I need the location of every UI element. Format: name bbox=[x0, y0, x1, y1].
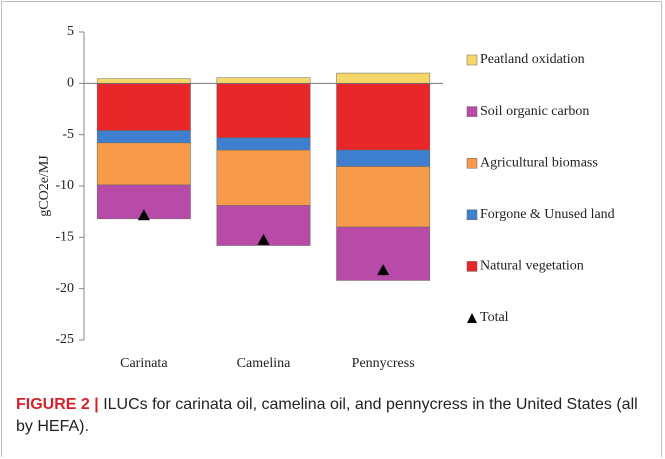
bar-segment bbox=[336, 72, 431, 84]
bar-segment bbox=[96, 78, 191, 84]
bar-segment bbox=[336, 149, 431, 167]
bar-segment bbox=[336, 166, 431, 228]
caption-separator: | bbox=[94, 396, 99, 413]
y-axis-label: gCO2e/MJ bbox=[37, 155, 52, 217]
bar-segment bbox=[216, 77, 311, 84]
total-marker bbox=[137, 209, 150, 221]
legend-swatch bbox=[466, 261, 478, 272]
legend-label: Natural vegetation bbox=[480, 259, 584, 274]
x-tick-label: Pennycress bbox=[352, 356, 415, 371]
x-tick-label: Carinata bbox=[120, 356, 168, 371]
legend-label: Soil organic carbon bbox=[480, 104, 589, 119]
legend-swatch bbox=[466, 54, 478, 66]
bar-segment bbox=[216, 149, 311, 206]
legend-label: Total bbox=[480, 310, 509, 325]
y-tick-label: -5 bbox=[62, 127, 74, 142]
legend-swatch bbox=[466, 209, 478, 221]
bar-segment bbox=[216, 83, 311, 138]
caption: FIGURE 2 | ILUCs for carinata oil, camel… bbox=[16, 394, 646, 438]
y-tick-label: -20 bbox=[55, 281, 74, 296]
y-tick-label: -25 bbox=[55, 332, 74, 347]
legend-label: Peatland oxidation bbox=[480, 52, 585, 67]
legend-marker bbox=[467, 313, 477, 323]
legend-swatch bbox=[466, 106, 478, 117]
y-tick-label: -15 bbox=[55, 230, 74, 245]
total-marker bbox=[257, 233, 270, 245]
legend-label: Agricultural biomass bbox=[480, 155, 598, 170]
bar-segment bbox=[96, 130, 191, 144]
bar-segment bbox=[96, 142, 191, 186]
bar-segment bbox=[336, 83, 431, 151]
legend-swatch bbox=[466, 157, 478, 169]
total-marker bbox=[377, 264, 390, 276]
bar-segment bbox=[96, 83, 191, 131]
caption-label: FIGURE 2 bbox=[16, 396, 90, 413]
chart: gCO2e/MJ -25 -20 -15 -10 -5 0 5 Carinata Camelin… bbox=[37, 24, 615, 371]
bar-segment bbox=[216, 137, 311, 151]
legend-label: Forgone & Unused land bbox=[480, 207, 615, 222]
y-tick-label: 0 bbox=[67, 76, 74, 91]
y-tick-label: 5 bbox=[67, 24, 74, 39]
caption-text: ILUCs for carinata oil, camelina oil, an… bbox=[16, 396, 638, 435]
y-tick-label: -10 bbox=[55, 178, 74, 193]
x-tick-label: Camelina bbox=[237, 356, 291, 371]
